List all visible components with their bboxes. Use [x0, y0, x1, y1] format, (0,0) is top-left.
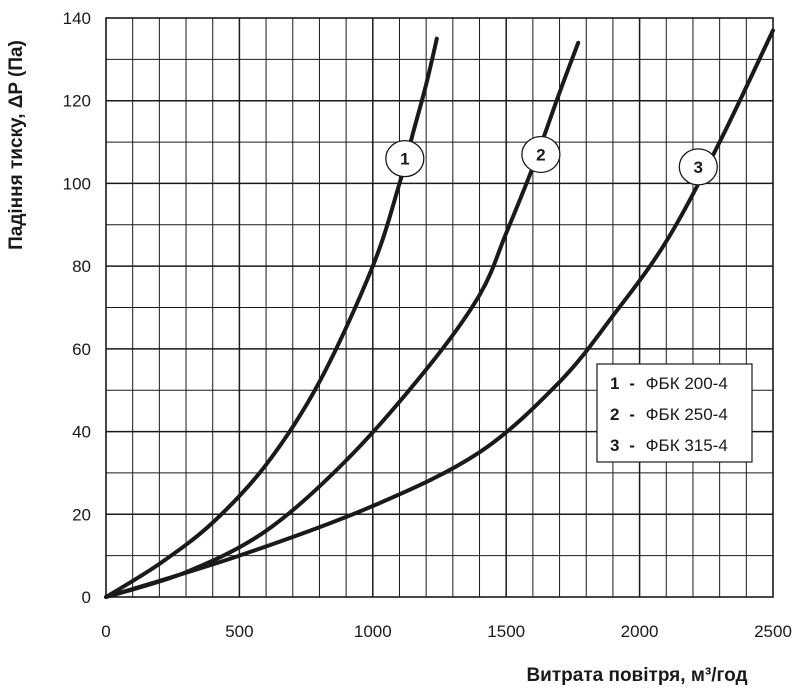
- y-tick-label: 20: [72, 505, 91, 524]
- callout-layer: 1 2 3: [385, 135, 718, 186]
- y-tick-label: 100: [63, 174, 91, 193]
- y-tick-label: 60: [72, 340, 91, 359]
- x-axis-ticks: 0 500 1000 1500 2000 2500: [101, 622, 792, 641]
- x-tick-label: 2000: [621, 622, 659, 641]
- y-tick-label: 140: [63, 9, 91, 28]
- series-callout-3-label: 3: [694, 158, 703, 177]
- series-callout-3-circle: [678, 148, 718, 186]
- series-callout-2-label: 2: [536, 145, 545, 164]
- x-tick-label: 1000: [354, 622, 392, 641]
- x-axis-title: Витрата повітря, м³/год: [526, 665, 747, 686]
- series-callout-1-circle: [385, 139, 425, 178]
- legend-item-2: 2 - ФБК 250-4: [610, 405, 728, 424]
- series-callout-1-label: 1: [400, 150, 409, 169]
- legend-item-1-num: 1: [610, 374, 619, 393]
- legend-item-1-sep: -: [629, 374, 635, 393]
- series-line-3: [104, 28, 775, 599]
- legend-item-2-num: 2: [610, 405, 619, 424]
- legend-item-3-num: 3: [610, 436, 619, 455]
- grid-minor: [106, 18, 773, 597]
- y-tick-label: 0: [82, 588, 91, 607]
- series-callout-2-circle: [521, 135, 561, 174]
- y-axis-title: Падіння тиску, ΔP (Па): [6, 40, 27, 250]
- legend-box: [596, 363, 753, 463]
- y-axis-ticks: 0 20 40 60 80 100 120 140: [63, 9, 91, 607]
- x-tick-label: 2500: [754, 622, 792, 641]
- legend-item-3-sep: -: [629, 436, 635, 455]
- legend-item-1: 1 - ФБК 200-4: [610, 374, 728, 393]
- y-tick-label: 120: [63, 92, 91, 111]
- legend-item-2-sep: -: [629, 405, 635, 424]
- x-tick-label: 1500: [487, 622, 525, 641]
- series-line-1: [104, 36, 439, 599]
- series-layer: [104, 28, 775, 599]
- legend-item-3-label: ФБК 315-4: [646, 436, 728, 455]
- grid-major: [106, 18, 773, 597]
- plot-frame: [105, 17, 774, 598]
- x-tick-label: 0: [101, 622, 110, 641]
- legend-item-3: 3 - ФБК 315-4: [610, 436, 728, 455]
- x-tick-label: 500: [225, 622, 253, 641]
- legend-item-2-label: ФБК 250-4: [646, 405, 728, 424]
- legend: 1 - ФБК 200-4 2 - ФБК 250-4 3 - ФБК 315-…: [596, 363, 753, 463]
- y-tick-label: 80: [72, 257, 91, 276]
- legend-item-1-label: ФБК 200-4: [646, 374, 728, 393]
- y-tick-label: 40: [72, 423, 91, 442]
